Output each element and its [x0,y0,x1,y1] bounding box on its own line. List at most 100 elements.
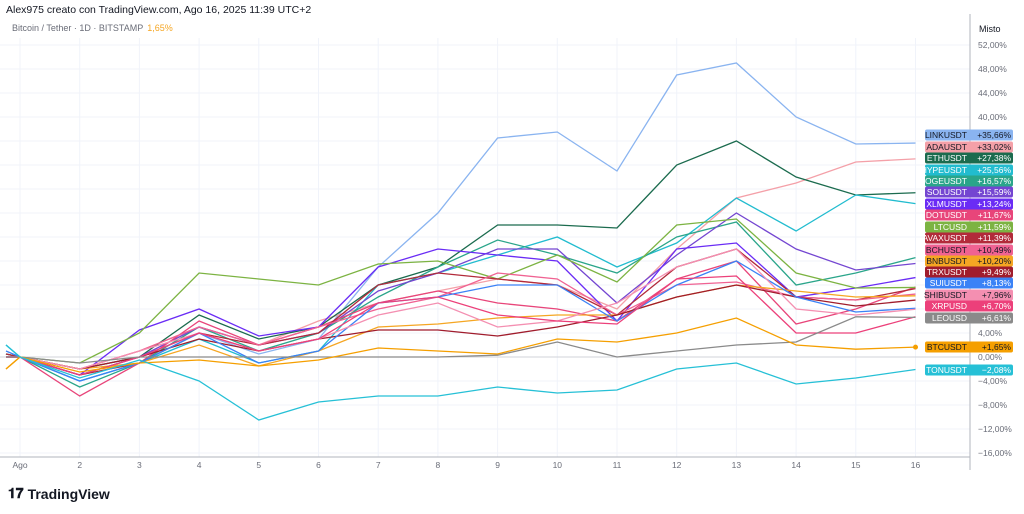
label-badge [925,175,1013,187]
series-label-ethusdt[interactable]: ETHUSDT +27,38% [925,152,1013,164]
label-value: +33,02% [977,142,1011,152]
label-value: +9,49% [982,267,1012,277]
series-label-linkusdt[interactable]: LINKUSDT +35,66% [925,129,1013,141]
credit-header: Alex975 creato con TradingView.com, Ago … [6,4,312,16]
label-symbol: XLMUSDT [926,199,967,209]
y-tick-label: 0,00% [978,352,1003,362]
x-tick-label: 2 [77,460,82,470]
x-tick-label: 8 [436,460,441,470]
series-label-leousd[interactable]: LEOUSD +6,61% [925,312,1013,324]
series-label-adausdt[interactable]: ADAUSDT +33,02% [925,141,1013,153]
series-line-avaxusdt [5,248,916,376]
y-tick-label: 44,00% [978,88,1007,98]
series-line-btcusdt [5,317,916,373]
label-badge [925,266,1013,278]
label-badge [925,277,1013,289]
scale-mode-button[interactable]: Misto [979,24,1001,34]
y-tick-label: −8,00% [978,400,1008,410]
series-label-bnbusdt[interactable]: BNBUSDT +10,20% [925,255,1013,267]
label-badge [925,221,1013,233]
label-badge [925,186,1013,198]
label-value: +10,20% [977,256,1011,266]
y-tick-label: 52,00% [978,40,1007,50]
x-tick-label: Ago [12,460,27,470]
series-line-linkusdt [5,62,916,376]
label-symbol: DOGEUSDT [919,176,967,186]
label-value: +6,70% [982,301,1012,311]
label-symbol: BTCUSDT [927,342,967,352]
y-tick-label: 4,00% [978,328,1003,338]
series-line-ethusdt [5,140,916,370]
series-label-xrpusd[interactable]: XRPUSD +6,70% [925,300,1013,312]
label-badge [925,164,1013,176]
label-value: +11,67% [978,210,1012,220]
y-tick-label: 40,00% [978,112,1007,122]
x-tick-label: 9 [495,460,500,470]
series-label-tonusdt[interactable]: TONUSDT −2,08% [925,364,1013,376]
x-tick-label: 14 [791,460,801,470]
series-line-xrpusd [6,275,916,376]
label-badge [925,341,1013,353]
series-line-shibusdt [6,248,916,370]
label-value: +25,56% [977,165,1011,175]
tradingview-logo[interactable]: 𝟏𝟕 TradingView [8,485,110,502]
x-tick-label: 7 [376,460,381,470]
label-badge [925,255,1013,267]
series-label-solusdt[interactable]: SOLUSDT +15,59% [925,186,1013,198]
y-tick-label: −4,00% [978,376,1008,386]
series-label-dotusdt[interactable]: DOTUSDT +11,67% [925,209,1013,221]
y-tick-label: 48,00% [978,64,1007,74]
label-value: +8,13% [982,278,1012,288]
label-symbol: LINKUSDT [925,130,967,140]
label-value: −2,08% [982,365,1012,375]
x-tick-label: 12 [672,460,682,470]
x-tick-label: 6 [316,460,321,470]
symbol-legend: Bitcoin / Tether · 1D · BITSTAMP 1,65% [12,23,173,33]
series-label-btcusdt[interactable]: BTCUSDT +1,65% [925,341,1013,353]
label-badge [925,289,1013,301]
label-symbol: LTCUSD [934,222,967,232]
label-value: +6,61% [982,313,1012,323]
tv-logo-icon: 𝟏𝟕 [8,485,24,501]
label-badge [925,312,1013,324]
label-badge [925,364,1013,376]
series-line-ltcusd [6,218,916,364]
series-label-trxusdt[interactable]: TRXUSDT +9,49% [925,266,1013,278]
label-badge [925,232,1013,244]
label-value: +15,59% [977,187,1011,197]
y-tick-label: −16,00% [978,448,1012,458]
label-symbol: BCHUSDT [926,245,967,255]
y-tick-label: −12,00% [978,424,1012,434]
x-tick-label: 4 [197,460,202,470]
series-label-hypeusdt[interactable]: HYPEUSDT +25,56% [921,164,1013,176]
label-badge [925,300,1013,312]
label-value: +11,59% [978,222,1012,232]
series-line-leousd [6,316,916,364]
series-label-shibusdt[interactable]: SHIBUSDT +7,96% [924,289,1013,301]
label-symbol: HYPEUSDT [921,165,967,175]
series-label-dogeusdt[interactable]: DOGEUSDT +16,57% [919,175,1013,187]
label-value: +11,39% [978,233,1012,243]
label-symbol: TONUSDT [926,365,967,375]
symbol-change: 1,65% [147,23,173,33]
label-value: +16,57% [977,176,1011,186]
label-badge [925,209,1013,221]
series-label-avaxusdt[interactable]: AVAXUSDT +11,39% [922,232,1013,244]
label-symbol: SUIUSDT [930,278,967,288]
series-label-ltcusd[interactable]: LTCUSD +11,59% [925,221,1013,233]
series-label-suiusdt[interactable]: SUIUSDT +8,13% [925,277,1013,289]
series-line-trxusdt [6,284,916,370]
label-symbol: DOTUSDT [926,210,967,220]
label-symbol: TRXUSDT [927,267,967,277]
series-label-xlmusdt[interactable]: XLMUSDT +13,24% [925,198,1013,210]
label-badge [925,244,1013,256]
series-label-bchusdt[interactable]: BCHUSDT +10,49% [925,244,1013,256]
x-tick-label: 5 [256,460,261,470]
series-line-xlmusdt [6,242,916,376]
label-value: +10,49% [977,245,1011,255]
label-value: +13,24% [977,199,1011,209]
label-value: +35,66% [977,130,1011,140]
label-value: +27,38% [977,153,1011,163]
